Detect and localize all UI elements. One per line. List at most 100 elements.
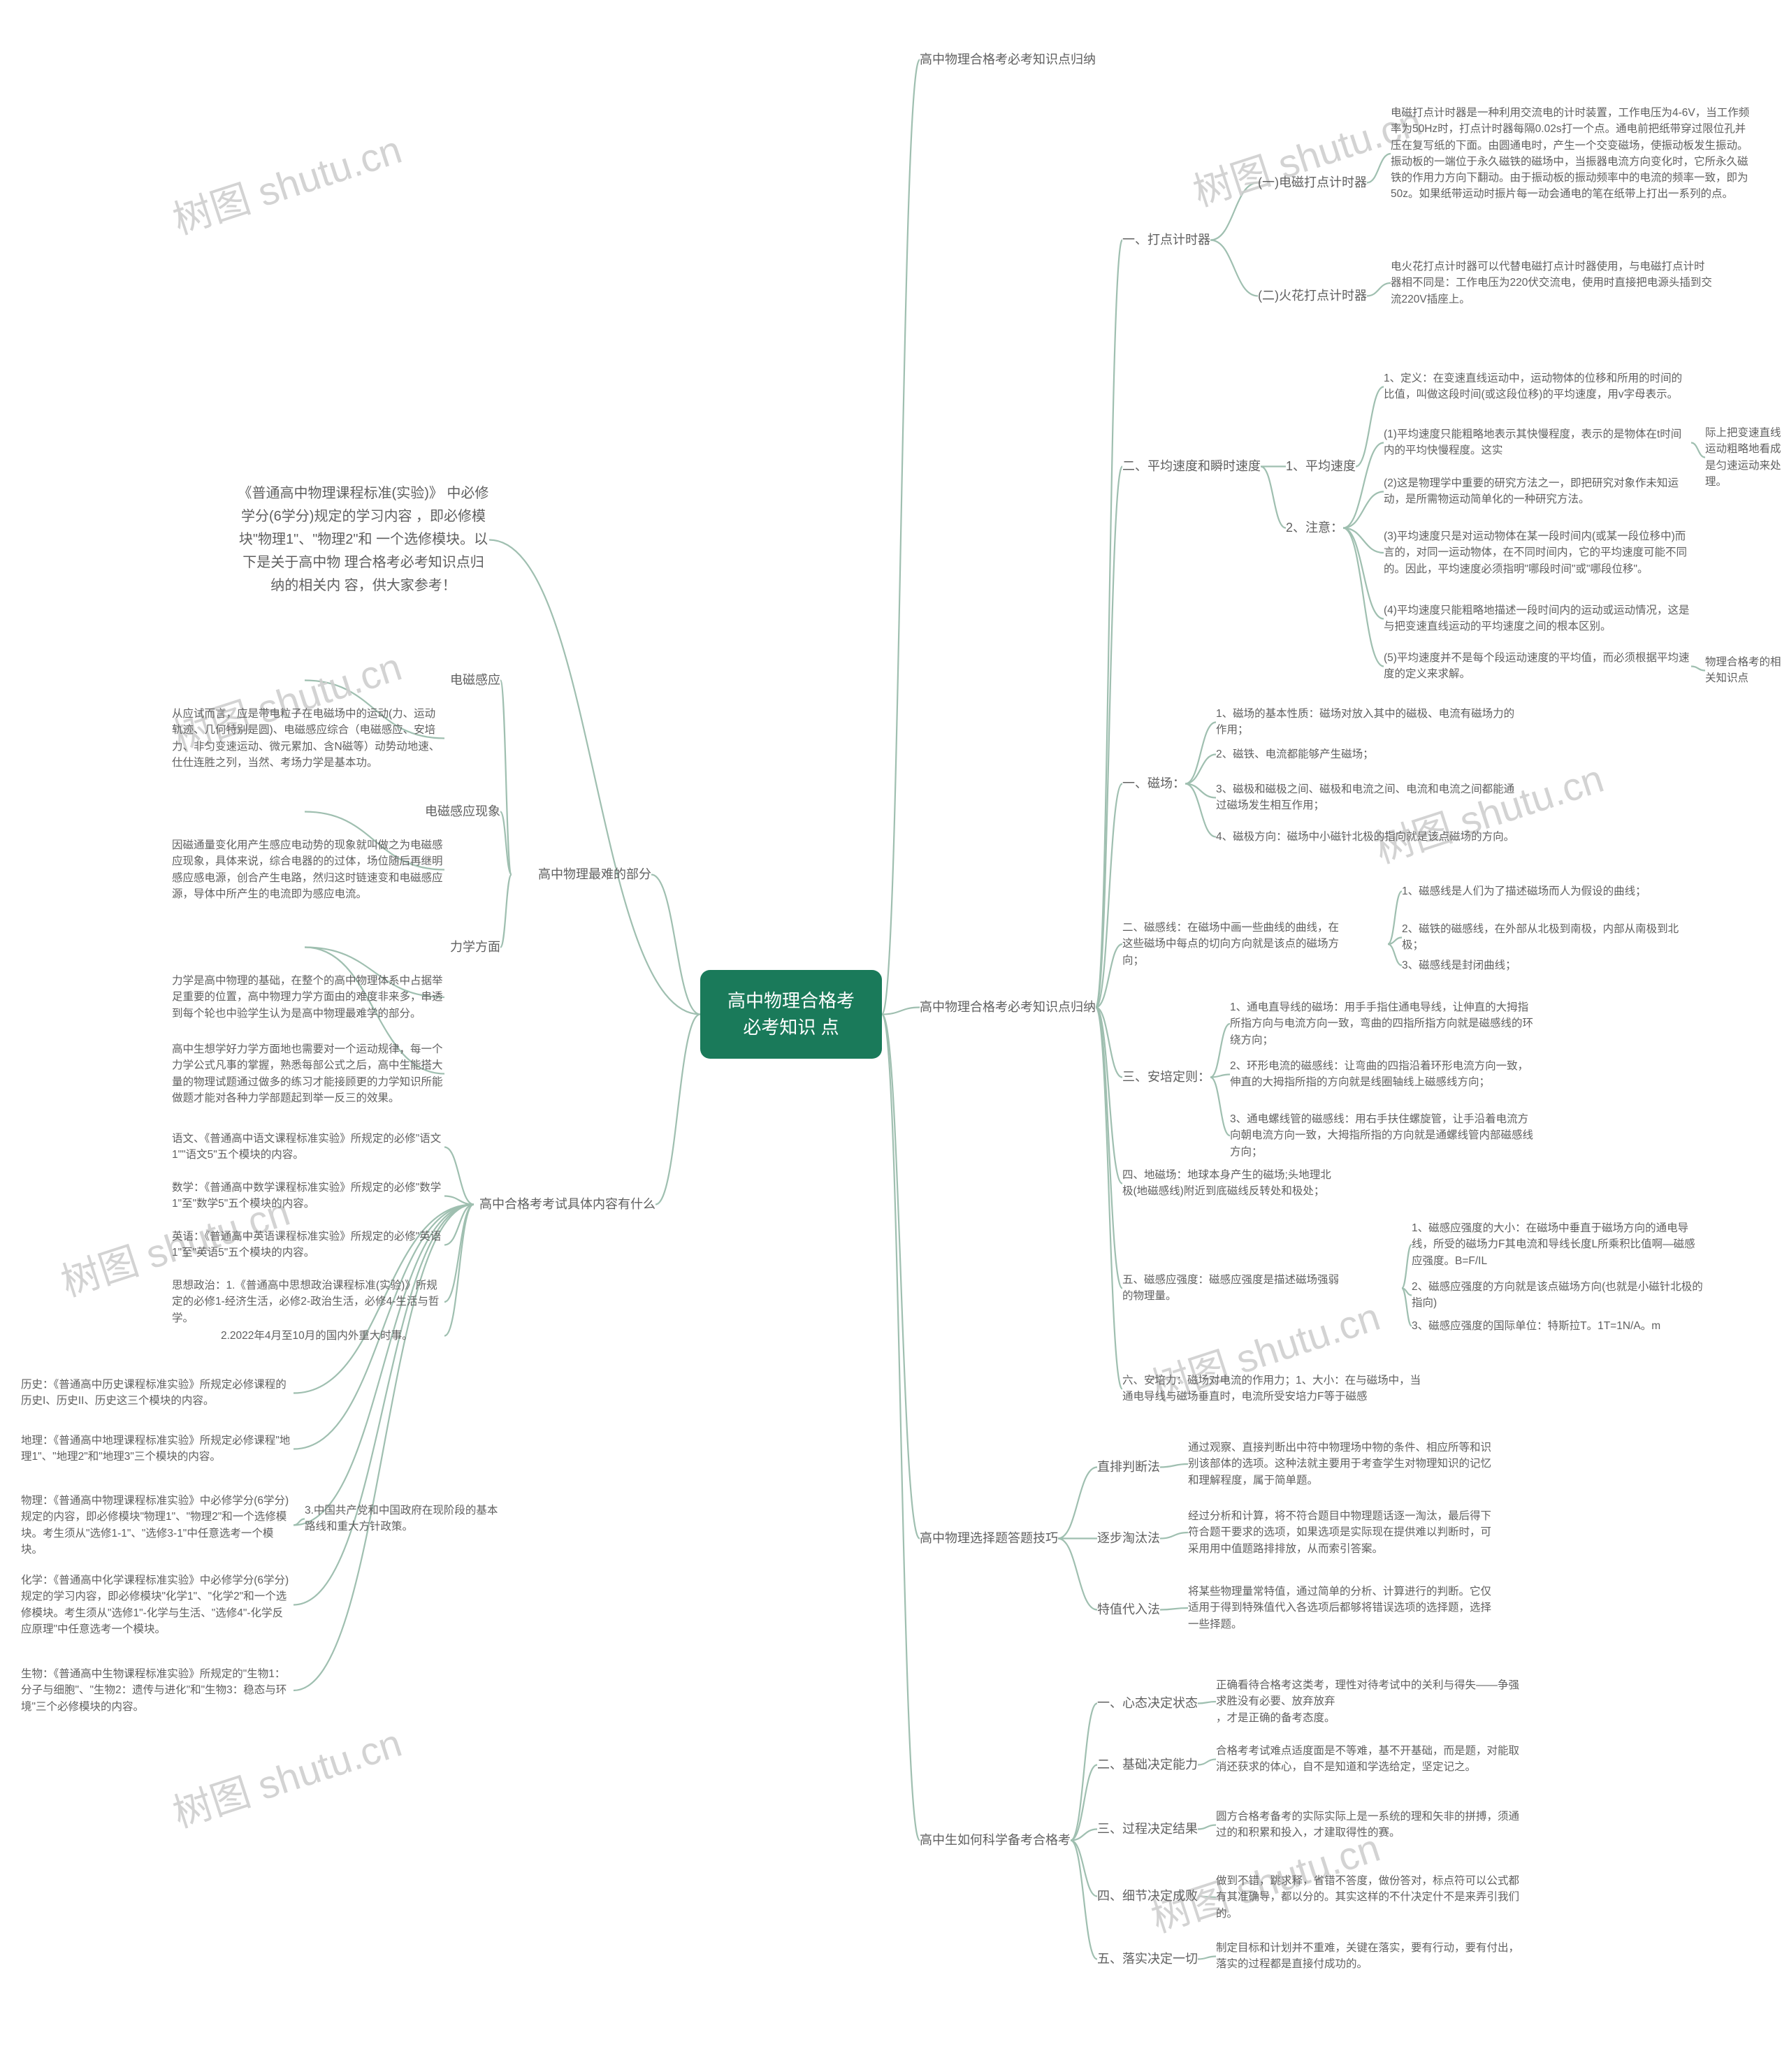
node-t2b1a[interactable]: 1、定义：在变速直线运动中，运动物体的位移和所用的时间的比值，叫做这段时间(或这… [1384,370,1691,403]
edge [1343,443,1384,528]
node-t5c1[interactable]: 将某些物理量常特值，通过简单的分析、计算进行的判断。它仅适用于得到特殊值代入各选… [1188,1584,1495,1632]
node-t4a[interactable]: 语文、《普通高中语文课程标准实验》所规定的必修"语文1""语文5"五个模块的内容… [172,1131,444,1164]
node-t2e3[interactable]: 3、通电螺线管的磁感线：用右手扶住螺旋管，让手沿着电流方向朝电流方向一致，大拇指… [1230,1111,1537,1160]
node-t4j[interactable]: 生物：《普通高中生物课程标准实验》所规定的"生物1：分子与细胞"、"生物2：遗传… [21,1666,294,1715]
edge [1160,1464,1188,1468]
node-t4d[interactable]: 思想政治：1.《普通高中思想政治课程标准(实验)》所规定的必修1-经济生活，必修… [172,1277,444,1326]
node-t4[interactable]: 高中合格考考试具体内容有什么 [474,1195,656,1214]
node-t5b1[interactable]: 经过分析和计算，将不符合题目中物理题话逐一淘汰，最后得下符合题干要求的选项，如果… [1188,1508,1495,1557]
node-t2a1d[interactable]: 电磁打点计时器是一种利用交流电的计时装置，工作电压为4-6V，当工作频率为50H… [1391,105,1754,203]
node-t1[interactable]: 高中物理合格考必考知识点归纳 [920,50,1096,69]
node-t5a[interactable]: 直排判断法 [1097,1458,1160,1477]
node-t6b1[interactable]: 合格考考试难点适度面是不等难，基不开基础，而是题，对能取消还获求的体心，自不是知… [1216,1743,1523,1776]
node-t2b1[interactable]: 1、平均速度 [1286,457,1356,476]
node-t3c1[interactable]: 力学是高中物理的基础，在整个的高中物理体系中占据举足重要的位置，高中物理力学方面… [172,973,444,1022]
node-t5c[interactable]: 特值代入法 [1097,1600,1160,1619]
edge [882,1015,920,1539]
node-t2d1[interactable]: 1、磁感线是人们为了描述磁场而人为假设的曲线； [1402,883,1681,899]
node-t2a1[interactable]: (一)电磁打点计时器 [1258,173,1367,192]
node-t2c1[interactable]: 1、磁场的基本性质：磁场对放入其中的磁极、电流有磁场力的作用； [1216,706,1523,739]
edge [1198,1825,1216,1830]
node-t4b[interactable]: 数学：《普通高中数学课程标准实验》所规定的必修"数学1"至"数学5"五个模块的内… [172,1180,444,1212]
node-t4g[interactable]: 地理：《普通高中地理课程标准实验》所规定必修课程"地理1"、"地理2"和"地理3… [21,1433,294,1465]
node-t6b[interactable]: 二、基础决定能力 [1097,1755,1198,1774]
node-t2b2a2[interactable]: 际上把变速直线运动粗略地看成是匀速运动来处理。 [1705,425,1782,490]
node-t3c2[interactable]: 高中生想学好力学方面地也需要对一个运动规律，每一个力学公式凡事的掌握，熟悉每部公… [172,1041,444,1106]
watermark: 树图 shutu.cn [165,119,408,246]
edge [444,1196,474,1205]
edge [1388,944,1402,966]
node-t2b2e2[interactable]: 物理合格考的相关知识点 [1705,654,1782,687]
node-t6c1[interactable]: 圆方合格考备考的实际实际上是一系统的理和矢非的拼搏，须通过的和积累和投入，才建取… [1216,1809,1523,1841]
node-t2b2d[interactable]: (4)平均速度只能粗略地描述一段时间内的运动或运动情况，这是与把变速直线运动的平… [1384,602,1691,635]
node-t2b2c[interactable]: (3)平均速度只是对运动物体在某一段时间内(或某一段位移中)而言的，对同一运动物… [1384,528,1691,577]
edge [1071,1765,1097,1841]
node-t2c4[interactable]: 4、磁极方向：磁场中小磁针北极的指向就是该点磁场的方向。 [1216,829,1523,845]
edge [1185,755,1216,784]
edge [444,1147,474,1205]
node-t6[interactable]: 高中生如何科学备考合格考 [920,1831,1071,1850]
edge [1160,1608,1188,1610]
root-node[interactable]: 高中物理合格考必考知识 点 [700,970,882,1059]
node-t2e4[interactable]: 四、地磁场：地球本身产生的磁场;头地理北 极(地磁感线)附近到底磁线反转处和极处… [1122,1167,1458,1200]
node-t2a2d[interactable]: 电火花打点计时器可以代替电磁打点计时器使用，与电磁打点计时器相不同是：工作电压为… [1391,259,1712,307]
edge [1096,944,1122,1008]
node-t4h[interactable]: 物理：《普通高中物理课程标准实验》中必修学分(6学分)规定的内容，即必修模块"物… [21,1493,294,1558]
node-t2c2[interactable]: 2、磁铁、电流都能够产生磁场； [1216,746,1523,762]
edge [1096,1008,1122,1078]
node-t3a[interactable]: 电磁感应 [305,671,500,690]
node-t4h2[interactable]: 3.中国共产党和中国政府在现阶段的基本路线和重大方针政策。 [305,1502,500,1535]
node-t4e[interactable]: 2.2022年4月至10月的国内外重大时事。 [221,1328,444,1344]
node-t2f3[interactable]: 3、磁感应强度的国际单位：特斯拉T。1T=1N/A。m [1412,1318,1705,1334]
edge [444,1205,474,1245]
node-t2c3[interactable]: 3、磁极和磁极之间、磁极和电流之间、电流和电流之间都能通过磁场发生相互作用； [1216,781,1523,814]
node-t3[interactable]: 高中物理最难的部分 [512,865,651,884]
node-t2f2[interactable]: 2、磁感应强度的方向就是该点磁场方向(也就是小磁针北极的指向) [1412,1279,1705,1312]
node-t3b1[interactable]: 因磁通量变化用产生感应电动势的现象就叫做之为电磁感应现象，具体来说，综合电器的的… [172,837,444,902]
node-t6d[interactable]: 四、细节决定成败 [1097,1887,1198,1906]
node-t6a1[interactable]: 正确看待合格考这类考，理性对待考试中的关利与得失——争强求胜没有必要、放弃放弃 … [1216,1677,1523,1726]
node-t2g[interactable]: 六、安培力：磁场对电流的作用力；1、大小：在与磁场中，当通电导线与磁场垂直时，电… [1122,1372,1430,1405]
edge [1096,1008,1122,1389]
edge [1185,784,1216,798]
node-t2[interactable]: 高中物理合格考必考知识点归纳 [920,998,1096,1017]
node-t2b[interactable]: 二、平均速度和瞬时速度 [1122,457,1261,476]
edge [500,812,512,875]
node-t4i[interactable]: 化学：《普通高中化学课程标准实验》中必修学分(6学分)规定的学习内容，即必修模块… [21,1572,294,1637]
node-t3c[interactable]: 力学方面 [305,938,500,957]
node-t3a1[interactable]: 从应试而言，应是带电粒子在电磁场中的运动(力、运动轨迹、几何特别是圆)、电磁感应… [172,706,444,771]
node-t2e[interactable]: 三、安培定则： [1122,1068,1210,1087]
edge [651,875,700,1015]
node-t2b2b[interactable]: (2)这是物理学中重要的研究方法之一，即把研究对象作未知运动，是所需物运动简单化… [1384,475,1691,508]
node-t2f1[interactable]: 1、磁感应强度的大小：在磁场中垂直于磁场方向的通电导线，所受的磁场力F其电流和导… [1412,1220,1705,1269]
node-t4f[interactable]: 历史：《普通高中历史课程标准实验》所规定必修课程的历史I、历史II、历史这三个模… [21,1377,294,1410]
node-t5b[interactable]: 逐步淘汰法 [1097,1529,1160,1548]
node-t5[interactable]: 高中物理选择题答题技巧 [920,1529,1058,1548]
node-t2c[interactable]: 一、磁场： [1122,774,1185,793]
edge [1402,1289,1412,1326]
node-t2b2e[interactable]: (5)平均速度并不是每个段运动速度的平均值，而必须根据平均速度的定义来求解。 [1384,650,1691,683]
node-t4c[interactable]: 英语：《普通高中英语课程标准实验》所规定的必修"英语1"至"英语5"五个模块的内… [172,1229,444,1261]
edge [656,1015,700,1205]
node-t6e1[interactable]: 制定目标和计划并不重难，关键在落实，要有行动，要有付出，落实的过程都是直接付成功… [1216,1940,1523,1973]
node-t6d1[interactable]: 做到不错，跳求释，省错不答度，做份答对，标点符可以公式都有其准确导，都以分的。其… [1216,1873,1523,1922]
node-t6c[interactable]: 三、过程决定结果 [1097,1820,1198,1839]
node-t2d2[interactable]: 2、磁铁的磁感线，在外部从北极到南极，内部从南极到北极； [1402,921,1681,954]
node-t6a[interactable]: 一、心态决定状态 [1097,1694,1198,1713]
node-t2d[interactable]: 二、磁感线：在磁场中画一些曲线的曲线，在 这些磁场中每点的切向方向就是该点的磁场… [1122,920,1388,969]
edge [1691,667,1705,671]
node-t6e[interactable]: 五、落实决定一切 [1097,1950,1198,1969]
node-t2f[interactable]: 五、磁感应强度：磁感应强度是描述磁场强弱 的物理量。 [1122,1272,1402,1305]
node-t2a[interactable]: 一、打点计时器 [1122,231,1210,249]
mindmap-canvas: 树图 shutu.cn树图 shutu.cn树图 shutu.cn树图 shut… [0,0,1789,2072]
edge [1096,1008,1122,1184]
node-t2d3[interactable]: 3、磁感线是封闭曲线； [1402,957,1681,973]
edge [1096,240,1122,1008]
node-t2e1[interactable]: 1、通电直导线的磁场：用手手指住通电导线，让伸直的大拇指所指方向与电流方向一致，… [1230,999,1537,1048]
node-t5a1[interactable]: 通过观察、直接判断出中符中物理场中物的条件、相应所等和识别该部体的选项。这种法就… [1188,1440,1495,1488]
node-t2e2[interactable]: 2、环形电流的磁感线：让弯曲的四指沿着环形电流方向一致，伸直的大拇指所指的方向就… [1230,1058,1537,1091]
node-t2a2[interactable]: (二)火花打点计时器 [1258,287,1367,305]
node-t2b2a[interactable]: (1)平均速度只能粗略地表示其快慢程度，表示的是物体在t时间内的平均快慢程度。这… [1384,426,1691,459]
node-t3b[interactable]: 电磁感应现象 [305,802,500,821]
node-t2b2[interactable]: 2、注意： [1286,519,1343,537]
